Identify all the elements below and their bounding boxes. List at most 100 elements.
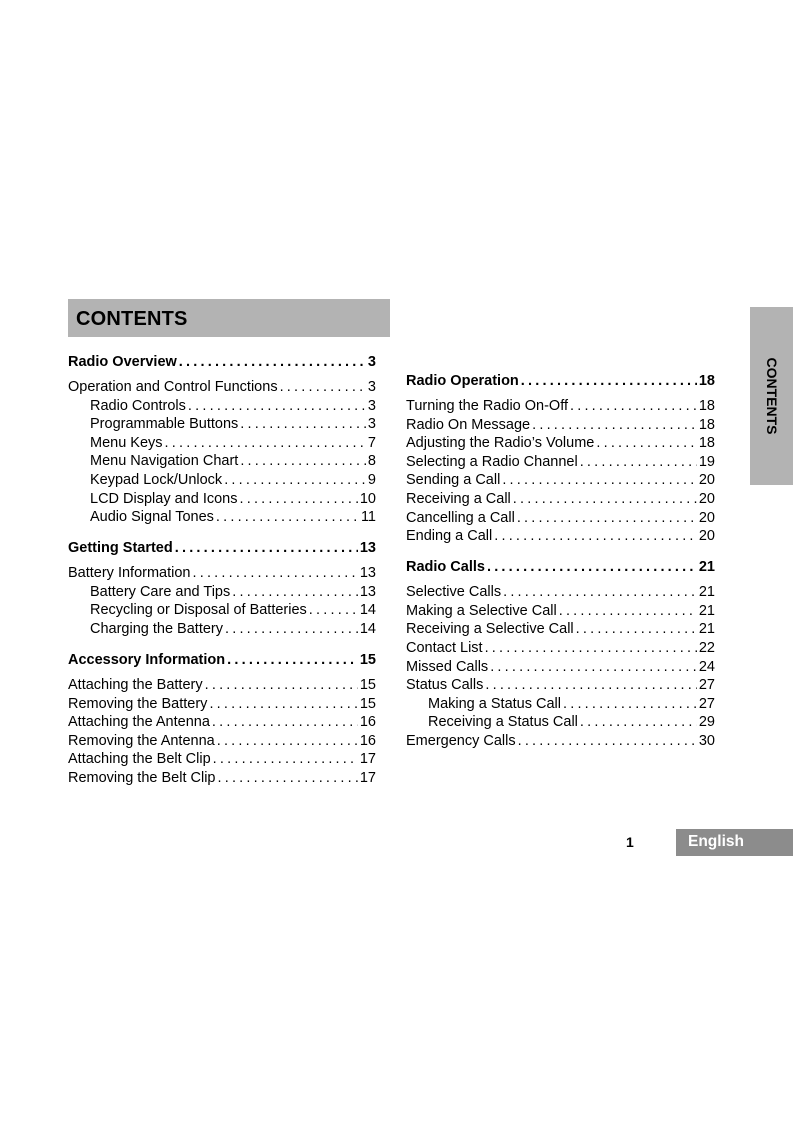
toc-entry-page: 27 bbox=[698, 695, 715, 712]
toc-entry-page: 17 bbox=[359, 751, 376, 768]
toc-entry-label: Attaching the Battery bbox=[68, 677, 203, 693]
toc-entry-label: Accessory Information bbox=[68, 652, 226, 668]
toc-entry-label: Making a Status Call bbox=[428, 695, 561, 712]
dot-leader bbox=[513, 490, 697, 508]
toc-entry-label: Menu Keys bbox=[90, 434, 163, 451]
toc-entry-page: 21 bbox=[698, 621, 715, 638]
toc-entry[interactable]: Battery Care and Tips 13 bbox=[90, 583, 376, 601]
dot-leader bbox=[188, 397, 366, 415]
dot-leader bbox=[503, 583, 697, 601]
dot-leader bbox=[216, 508, 359, 526]
toc-entry-label: Radio Overview bbox=[68, 354, 177, 370]
toc-entry[interactable]: Attaching the Belt Clip 17 bbox=[68, 750, 376, 768]
toc-entry-page: 30 bbox=[698, 733, 715, 749]
toc-entry-label: Receiving a Selective Call bbox=[406, 621, 574, 638]
toc-entry[interactable]: Menu Navigation Chart 8 bbox=[90, 452, 376, 470]
toc-entry[interactable]: Making a Status Call 27 bbox=[428, 695, 715, 713]
dot-leader bbox=[309, 601, 358, 619]
toc-entry-page: 15 bbox=[359, 695, 376, 712]
toc-entry[interactable]: Turning the Radio On-Off 18 bbox=[406, 397, 715, 415]
dot-leader bbox=[576, 620, 697, 638]
toc-entry[interactable]: Receiving a Call 20 bbox=[406, 490, 715, 508]
toc-entry-label: Missed Calls bbox=[406, 658, 489, 675]
toc-entry[interactable]: Selective Calls 21 bbox=[406, 583, 715, 601]
toc-entry-label: Making a Selective Call bbox=[406, 602, 557, 619]
toc-entry[interactable]: Adjusting the Radio’s Volume 18 bbox=[406, 434, 715, 452]
toc-section-heading[interactable]: Radio Operation 18 bbox=[406, 372, 715, 390]
toc-entry[interactable]: Receiving a Selective Call 21 bbox=[406, 620, 715, 638]
dot-leader bbox=[517, 509, 697, 527]
dot-leader bbox=[240, 490, 358, 508]
dot-leader bbox=[193, 564, 358, 582]
dot-leader bbox=[485, 676, 696, 694]
toc-entry[interactable]: Missed Calls 24 bbox=[406, 658, 715, 676]
toc-entry-page: 20 bbox=[698, 509, 715, 526]
toc-entry[interactable]: Audio Signal Tones 11 bbox=[90, 508, 376, 526]
toc-entry-page: 19 bbox=[698, 453, 715, 470]
toc-entry[interactable]: Operation and Control Functions 3 bbox=[68, 378, 376, 396]
toc-entry[interactable]: Emergency Calls 30 bbox=[406, 732, 715, 750]
toc-entry-label: Selecting a Radio Channel bbox=[406, 453, 578, 470]
toc-entry-label: Battery Care and Tips bbox=[90, 583, 231, 600]
toc-entry[interactable]: Removing the Battery 15 bbox=[68, 695, 376, 713]
toc-entry-label: Status Calls bbox=[406, 677, 484, 694]
toc-entry[interactable]: LCD Display and Icons 10 bbox=[90, 490, 376, 508]
dot-leader bbox=[232, 583, 358, 601]
dot-leader bbox=[213, 750, 358, 768]
dot-leader bbox=[240, 415, 366, 433]
toc-section-heading[interactable]: Radio Overview 3 bbox=[68, 353, 376, 371]
dot-leader bbox=[240, 452, 366, 470]
toc-entry[interactable]: Contact List 22 bbox=[406, 639, 715, 657]
toc-entry[interactable]: Recycling or Disposal of Batteries 14 bbox=[90, 601, 376, 619]
toc-entry[interactable]: Making a Selective Call 21 bbox=[406, 602, 715, 620]
dot-leader bbox=[563, 695, 697, 713]
toc-entry-page: 20 bbox=[698, 528, 715, 545]
dot-leader bbox=[532, 416, 697, 434]
dot-leader bbox=[490, 658, 697, 676]
toc-entry[interactable]: Receiving a Status Call 29 bbox=[428, 713, 715, 731]
toc-entry-page: 16 bbox=[359, 714, 376, 731]
toc-entry[interactable]: Keypad Lock/Unlock 9 bbox=[90, 471, 376, 489]
toc-entry[interactable]: Status Calls 27 bbox=[406, 676, 715, 694]
toc-entry[interactable]: Sending a Call 20 bbox=[406, 471, 715, 489]
toc-entry-page: 15 bbox=[359, 652, 376, 668]
toc-entry-page: 3 bbox=[367, 397, 376, 414]
dot-leader bbox=[179, 353, 366, 371]
toc-entry-label: Adjusting the Radio’s Volume bbox=[406, 435, 595, 452]
toc-entry-label: Recycling or Disposal of Batteries bbox=[90, 602, 307, 619]
toc-entry[interactable]: Attaching the Battery 15 bbox=[68, 676, 376, 694]
toc-entry[interactable]: Charging the Battery 14 bbox=[90, 620, 376, 638]
toc-entry[interactable]: Battery Information 13 bbox=[68, 564, 376, 582]
dot-leader bbox=[580, 453, 697, 471]
toc-entry[interactable]: Ending a Call 20 bbox=[406, 527, 715, 545]
toc-entry-label: Attaching the Antenna bbox=[68, 714, 210, 731]
toc-entry[interactable]: Attaching the Antenna 16 bbox=[68, 713, 376, 731]
dot-leader bbox=[521, 372, 697, 390]
toc-entry-label: Programmable Buttons bbox=[90, 416, 239, 433]
toc-entry[interactable]: Menu Keys 7 bbox=[90, 434, 376, 452]
toc-entry-label: Cancelling a Call bbox=[406, 509, 515, 526]
toc-entry-label: Radio On Message bbox=[406, 416, 531, 433]
toc-entry[interactable]: Selecting a Radio Channel 19 bbox=[406, 453, 715, 471]
toc-entry[interactable]: Radio On Message 18 bbox=[406, 416, 715, 434]
dot-leader bbox=[217, 732, 358, 750]
toc-entry[interactable]: Programmable Buttons 3 bbox=[90, 415, 376, 433]
toc-entry-label: Contact List bbox=[406, 640, 483, 656]
toc-section-heading[interactable]: Accessory Information 15 bbox=[68, 651, 376, 669]
toc-entry-label: LCD Display and Icons bbox=[90, 490, 238, 507]
toc-entry-page: 10 bbox=[359, 490, 376, 507]
toc-entry[interactable]: Cancelling a Call 20 bbox=[406, 509, 715, 527]
dot-leader bbox=[580, 713, 697, 731]
toc-entry[interactable]: Removing the Antenna 16 bbox=[68, 732, 376, 750]
toc-entry[interactable]: Radio Controls 3 bbox=[90, 397, 376, 415]
contents-header-bar: CONTENTS bbox=[68, 299, 390, 337]
toc-entry-page: 18 bbox=[698, 416, 715, 433]
toc-entry-label: Keypad Lock/Unlock bbox=[90, 472, 223, 488]
toc-entry[interactable]: Removing the Belt Clip 17 bbox=[68, 769, 376, 787]
dot-leader bbox=[559, 602, 697, 620]
toc-section-heading[interactable]: Getting Started 13 bbox=[68, 539, 376, 557]
toc-section-heading[interactable]: Radio Calls 21 bbox=[406, 558, 715, 576]
dot-leader bbox=[212, 713, 358, 731]
language-label: English bbox=[688, 833, 744, 850]
toc-entry-page: 9 bbox=[367, 472, 376, 488]
